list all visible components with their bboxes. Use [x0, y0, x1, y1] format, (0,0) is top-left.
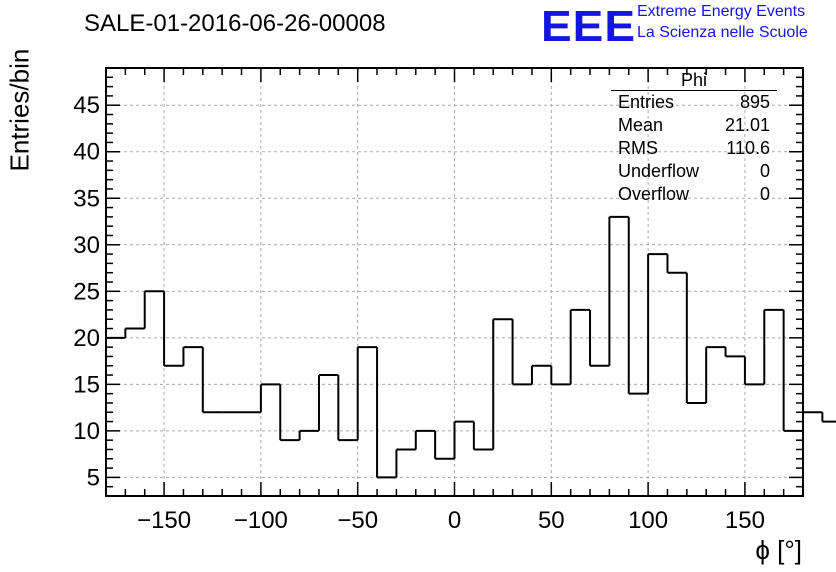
- y-tick-label: 15: [73, 371, 100, 398]
- histogram-bin: [511, 319, 532, 386]
- x-tick-label: 50: [538, 507, 565, 534]
- histogram-bin: [279, 384, 300, 442]
- histogram-bin: [376, 347, 397, 479]
- stats-row: Mean 21.01: [611, 114, 777, 137]
- x-tick-label: 0: [448, 507, 461, 534]
- stats-row: Entries 895: [611, 91, 777, 114]
- histogram-bin: [182, 346, 203, 366]
- histogram-bin: [666, 254, 687, 274]
- y-tick-label: 5: [87, 464, 100, 491]
- histogram-bin: [763, 308, 784, 385]
- y-tick-label: 20: [73, 325, 100, 352]
- histogram-bin: [201, 347, 223, 414]
- x-tick-label: −50: [337, 507, 378, 534]
- histogram-bin: [724, 347, 745, 358]
- stats-label: Entries: [618, 92, 675, 112]
- histogram-bin: [743, 356, 765, 386]
- histogram-bin: [143, 290, 165, 329]
- stats-box-title: Phi: [611, 70, 777, 91]
- stats-value: 895: [739, 92, 770, 112]
- stats-row: Overflow 0: [611, 183, 777, 206]
- plot-title: SALE-01-2016-06-26-00008: [84, 10, 386, 37]
- x-tick-label: 100: [628, 507, 668, 534]
- logo-text-line1: Extreme Energy Events: [637, 3, 806, 20]
- histogram-bin: [705, 346, 726, 403]
- histogram-bin: [298, 429, 319, 441]
- histogram-bin: [530, 364, 552, 385]
- histogram-bin: [647, 253, 668, 394]
- histogram-bin: [472, 421, 494, 451]
- histogram-bin: [802, 411, 823, 431]
- x-axis-label: ϕ [°]: [755, 535, 802, 565]
- histogram-bin: [317, 374, 339, 431]
- stats-box: Phi Entries 895 Mean 21.01 RMS 110.6 Und…: [611, 70, 777, 206]
- histogram-bin: [259, 383, 281, 413]
- histogram-bin: [550, 365, 571, 386]
- stats-value: 21.01: [724, 115, 770, 135]
- x-tick-label: −150: [137, 507, 191, 534]
- stats-value: 110.6: [726, 138, 770, 158]
- histogram-bin: [434, 430, 455, 460]
- y-tick-label: 45: [73, 92, 100, 119]
- histogram-bin: [356, 346, 378, 441]
- y-axis-label: Entries/bin: [4, 48, 35, 172]
- histogram-bin: [569, 308, 591, 385]
- x-tick-label: −100: [234, 507, 288, 534]
- eee-logo-icon: EEE: [541, 0, 637, 51]
- stats-label: Underflow: [618, 161, 700, 181]
- histogram-bin: [124, 327, 145, 338]
- histogram-bin: [492, 318, 513, 450]
- histogram-bin: [163, 291, 184, 367]
- logo-text-line2: La Scienza nelle Scuole: [637, 24, 808, 41]
- stats-row: RMS 110.6: [611, 137, 777, 160]
- y-tick-label: 40: [73, 139, 100, 166]
- histogram-bin: [627, 216, 649, 395]
- y-tick-label: 30: [73, 232, 100, 259]
- histogram-bin: [395, 448, 416, 478]
- histogram-bin: [608, 215, 629, 366]
- axis-ticks: [105, 67, 804, 496]
- stats-value: 0: [759, 161, 770, 181]
- axis-tick-labels: −150 −100 −50 0 50 100 150 5 10 15 20 25 30 35 40 45: [73, 92, 765, 534]
- histogram-bin: [414, 429, 436, 450]
- y-tick-label: 35: [73, 185, 100, 212]
- stats-label: RMS: [618, 138, 658, 158]
- y-tick-label: 25: [73, 278, 100, 305]
- x-tick-label: 150: [725, 507, 765, 534]
- stats-label: Mean: [618, 115, 664, 135]
- histogram-bin: [453, 420, 474, 459]
- stats-row: Underflow 0: [611, 160, 777, 183]
- y-tick-label: 10: [73, 418, 100, 445]
- histogram-bin: [337, 375, 358, 442]
- histogram-bin: [589, 309, 610, 367]
- histogram-bin: [685, 272, 707, 404]
- stats-label: Overflow: [618, 184, 690, 204]
- stats-value: 0: [759, 184, 770, 204]
- histogram-bin: [821, 412, 836, 423]
- histogram-series: [106, 215, 836, 479]
